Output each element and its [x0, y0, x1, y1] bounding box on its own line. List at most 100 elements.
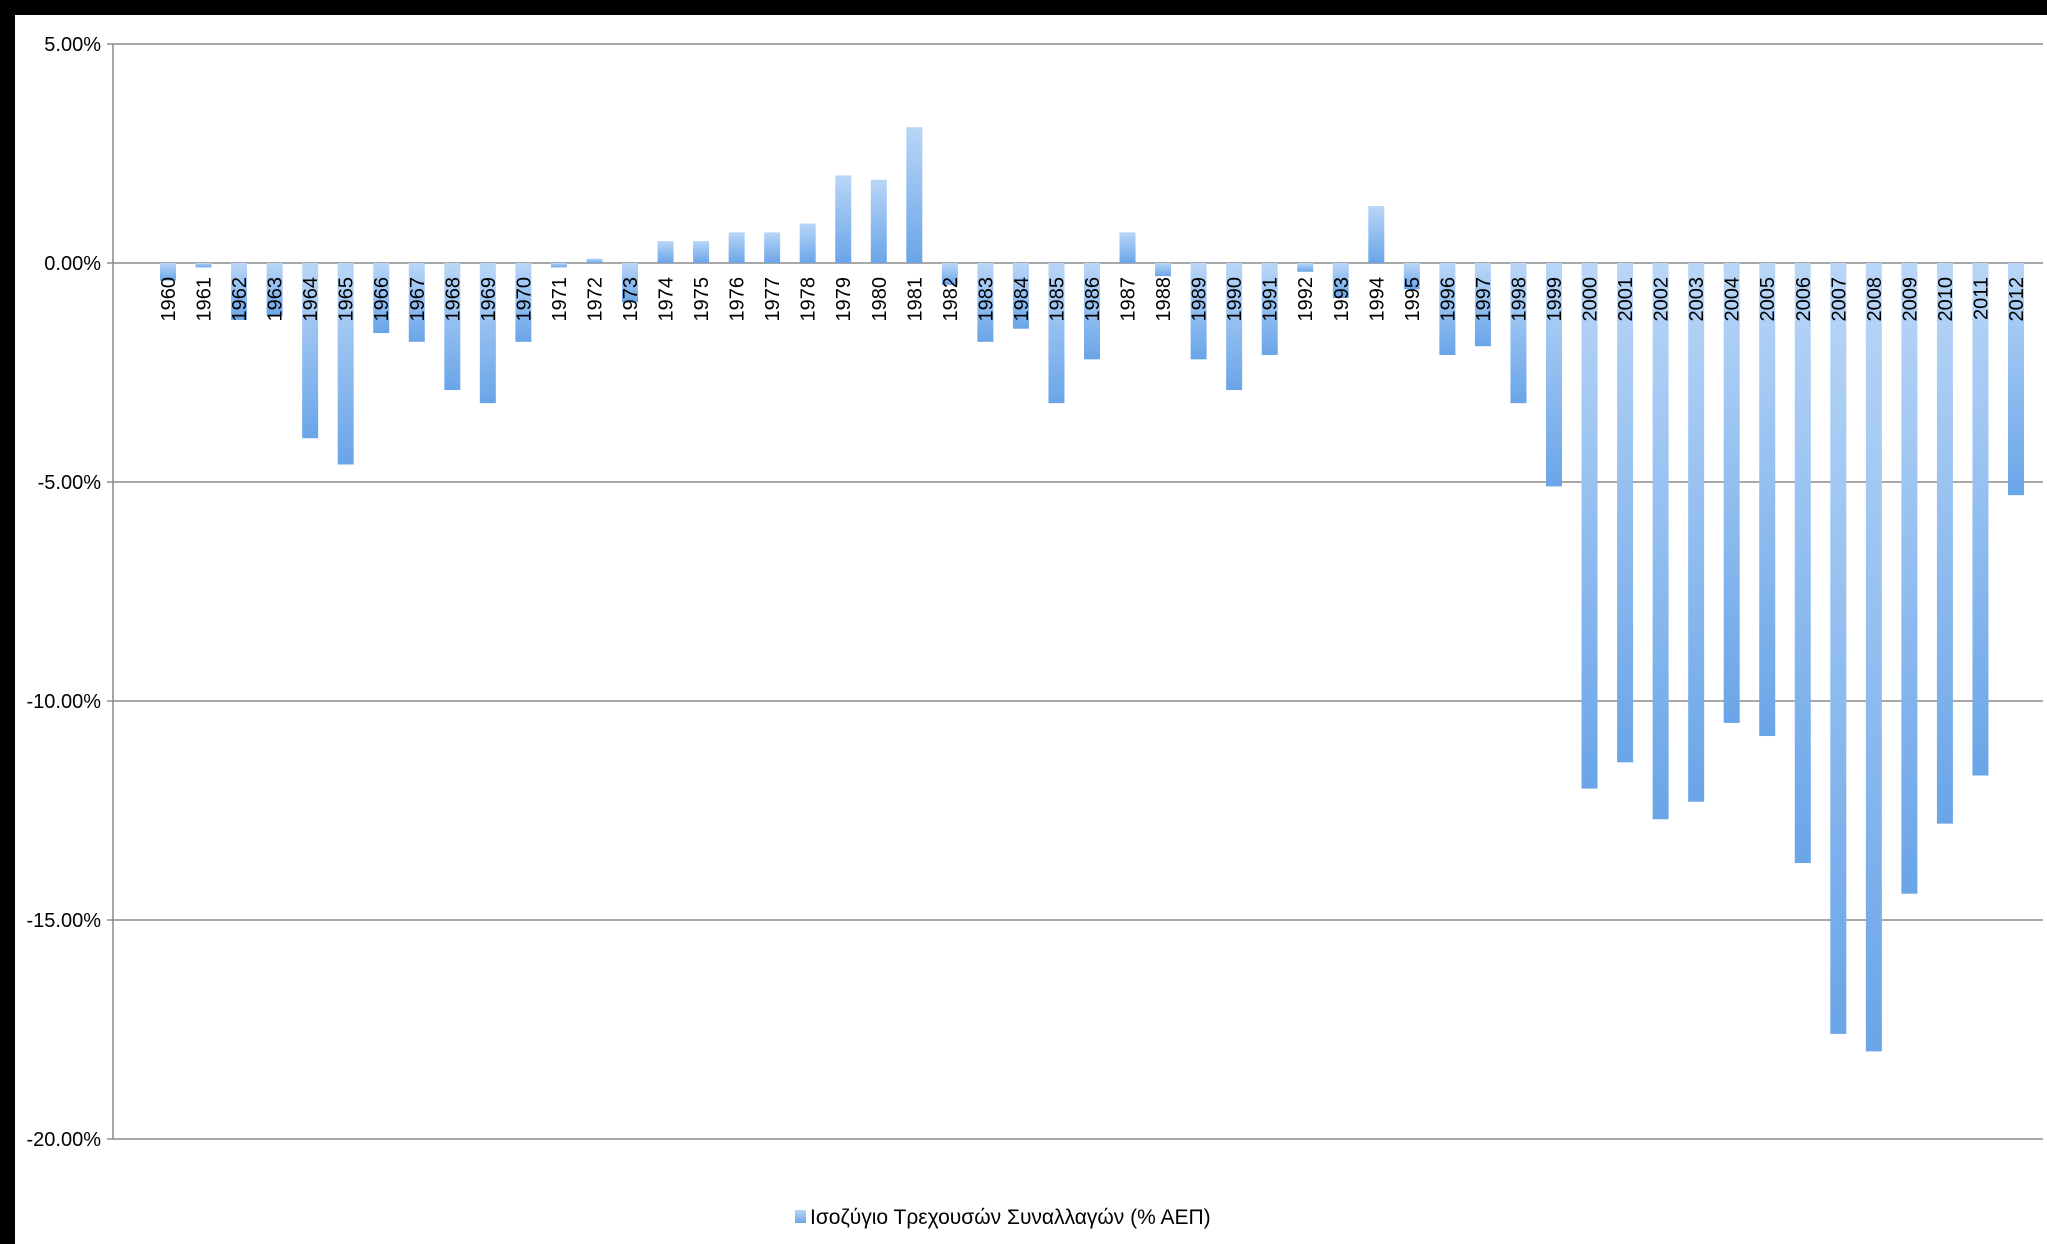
x-tick-label-2010: 2010 — [1935, 277, 1957, 322]
bar-2007 — [1830, 263, 1847, 1034]
bar-1977 — [764, 232, 781, 263]
x-tick-label-1985: 1985 — [1046, 277, 1068, 322]
bar-2005 — [1759, 263, 1776, 737]
y-tick-label: 5.00% — [44, 34, 101, 56]
bar-series — [160, 127, 2024, 1052]
x-tick-label-1975: 1975 — [691, 277, 713, 322]
x-tick-label-1977: 1977 — [762, 277, 784, 322]
x-tick-label-2001: 2001 — [1615, 277, 1637, 322]
bar-1960 — [160, 263, 176, 281]
chart-frame: 5.00% 0.00% -5.00% -10.00% -15.00% -20.00% 19… — [15, 15, 2047, 1244]
bar-1970 — [515, 263, 532, 342]
x-tick-label-1973: 1973 — [620, 277, 642, 322]
bar-1998 — [1510, 263, 1527, 404]
bar-1987 — [1119, 232, 1136, 263]
x-tick-label-1993: 1993 — [1331, 277, 1353, 322]
bar-2011 — [1972, 263, 1989, 776]
bar-2006 — [1794, 263, 1811, 864]
bar-1972 — [586, 258, 603, 263]
x-tick-label-2005: 2005 — [1757, 277, 1779, 322]
y-tick-label: -15.00% — [27, 910, 102, 932]
bar-2002 — [1652, 263, 1669, 820]
x-tick-label-2012: 2012 — [2006, 277, 2028, 322]
bar-1964 — [302, 263, 319, 439]
x-tick-label-1976: 1976 — [727, 277, 749, 322]
x-tick-label-1960: 1960 — [158, 277, 180, 322]
x-tick-label-1987: 1987 — [1118, 277, 1140, 322]
x-tick-label-2004: 2004 — [1722, 277, 1744, 322]
y-tick-label: 0.00% — [44, 253, 101, 275]
bar-2003 — [1688, 263, 1705, 802]
x-tick-label-1981: 1981 — [904, 277, 926, 322]
x-tick-label-1992: 1992 — [1295, 277, 1317, 322]
bar-1968 — [444, 263, 461, 391]
bar-1962 — [231, 263, 248, 320]
x-tick-label-2008: 2008 — [1864, 277, 1886, 322]
bar-1995 — [1403, 263, 1420, 290]
x-tick-label-1986: 1986 — [1082, 277, 1104, 322]
bar-2004 — [1723, 263, 1740, 723]
bar-1992 — [1297, 263, 1314, 272]
x-tick-label-1997: 1997 — [1473, 277, 1495, 322]
bar-1993 — [1332, 263, 1349, 299]
x-tick-label-1965: 1965 — [336, 277, 358, 322]
bar-1986 — [1084, 263, 1100, 360]
bar-1990 — [1226, 263, 1243, 391]
bar-1997 — [1474, 263, 1491, 347]
x-tick-label-2006: 2006 — [1793, 277, 1815, 322]
x-tick-label-1964: 1964 — [300, 277, 322, 322]
bar-1976 — [728, 232, 745, 263]
bar-1980 — [870, 179, 887, 263]
x-tick-label-1991: 1991 — [1260, 277, 1282, 322]
bar-1978 — [799, 223, 816, 263]
x-tick-label-1970: 1970 — [513, 277, 535, 322]
bar-1984 — [1012, 263, 1029, 329]
x-tick-label-1980: 1980 — [869, 277, 891, 322]
x-tick-label-1989: 1989 — [1189, 277, 1211, 322]
x-tick-label-1984: 1984 — [1011, 277, 1033, 322]
x-tick-label-1967: 1967 — [407, 277, 429, 322]
bar-2000 — [1581, 263, 1598, 789]
x-tick-label-1961: 1961 — [194, 277, 216, 322]
x-tick-label-1974: 1974 — [656, 277, 678, 322]
chart-svg: 5.00% 0.00% -5.00% -10.00% -15.00% -20.00% 19… — [27, 34, 2043, 1229]
x-tick-label-1979: 1979 — [833, 277, 855, 322]
bar-1963 — [266, 263, 283, 316]
x-tick-label-2002: 2002 — [1651, 277, 1673, 322]
x-tick-label-1962: 1962 — [229, 277, 251, 322]
bar-1996 — [1439, 263, 1456, 355]
bar-1985 — [1048, 263, 1065, 404]
bar-1983 — [977, 263, 994, 342]
x-tick-label-1999: 1999 — [1544, 277, 1566, 322]
bar-1999 — [1546, 263, 1562, 487]
x-tick-label-1968: 1968 — [442, 277, 464, 322]
x-tick-label-1983: 1983 — [975, 277, 997, 322]
bar-1973 — [622, 263, 638, 303]
bar-1966 — [373, 263, 390, 334]
x-tick-label-1996: 1996 — [1437, 277, 1459, 322]
bar-1994 — [1368, 206, 1385, 263]
y-tick-label: -10.00% — [27, 691, 102, 713]
x-tick-label-2009: 2009 — [1899, 277, 1921, 322]
legend-series-label: Ισοζύγιο Τρεχουσών Συναλλαγών (% ΑΕΠ) — [810, 1206, 1211, 1229]
bar-1969 — [479, 263, 496, 404]
x-tick-label-1994: 1994 — [1366, 277, 1388, 322]
x-tick-label-1963: 1963 — [265, 277, 287, 322]
x-tick-label-2007: 2007 — [1828, 277, 1850, 322]
bar-2009 — [1901, 263, 1918, 894]
x-tick-label-1978: 1978 — [798, 277, 820, 322]
y-tick-label: -5.00% — [38, 472, 102, 494]
grid-layer — [107, 43, 2043, 1140]
bar-1982 — [941, 263, 958, 285]
x-tick-label-1971: 1971 — [549, 277, 571, 322]
bar-1965 — [337, 263, 354, 465]
x-tick-label-1988: 1988 — [1153, 277, 1175, 322]
bar-1961 — [195, 263, 212, 268]
bar-1979 — [835, 175, 852, 263]
bar-1967 — [408, 263, 425, 342]
x-tick-label-2000: 2000 — [1580, 277, 1602, 322]
x-tick-label-1990: 1990 — [1224, 277, 1246, 322]
x-tick-label-2011: 2011 — [1970, 277, 1992, 320]
bar-1974 — [657, 241, 674, 263]
x-tick-label-1995: 1995 — [1402, 277, 1424, 322]
